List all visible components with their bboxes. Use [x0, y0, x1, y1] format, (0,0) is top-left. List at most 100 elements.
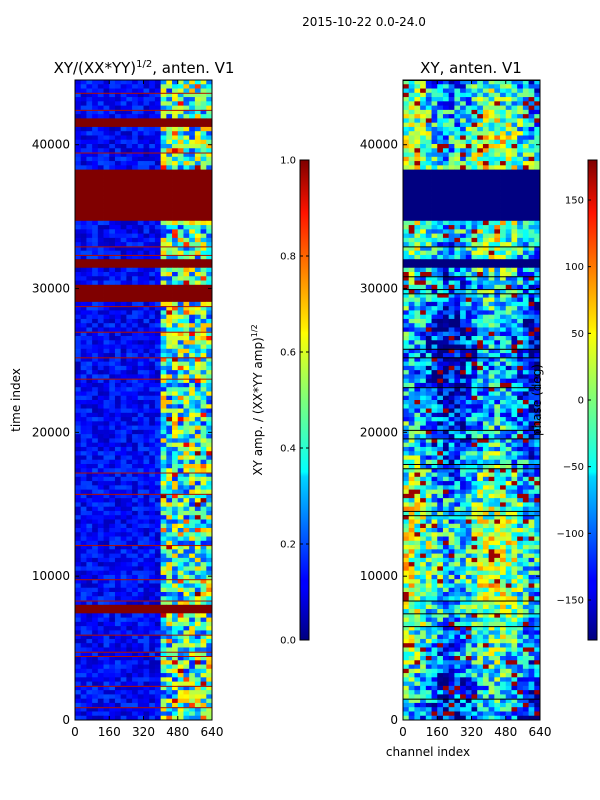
amplitude-cell	[154, 114, 162, 119]
phase-cell	[511, 242, 518, 247]
amplitude-cell	[126, 681, 133, 687]
amplitude-cell	[132, 301, 139, 307]
amplitude-cell	[166, 498, 173, 503]
phase-cell	[425, 84, 432, 89]
phase-cell	[494, 289, 501, 294]
amplitude-cell	[103, 353, 110, 358]
phase-cell	[437, 199, 444, 205]
amplitude-cell	[120, 506, 127, 512]
phase-cell	[425, 254, 432, 260]
amplitude-cell	[160, 664, 167, 670]
phase-cell	[534, 306, 540, 311]
phase-cell	[505, 80, 512, 85]
amplitude-cell	[97, 519, 104, 525]
phase-cell	[534, 297, 540, 303]
figure-suptitle: 2015-10-22 0.0-24.0	[302, 15, 426, 29]
amplitude-cell	[143, 237, 150, 243]
amplitude-cell	[160, 173, 167, 179]
amplitude-cell	[183, 199, 190, 205]
amplitude-cell	[183, 493, 190, 499]
amplitude-cell	[137, 131, 144, 136]
amplitude-cell	[120, 220, 127, 226]
amplitude-cell	[120, 225, 127, 230]
amplitude-cell	[137, 272, 144, 277]
phase-cell	[505, 259, 512, 264]
amplitude-cell	[172, 250, 179, 256]
amplitude-cell	[177, 135, 184, 141]
amplitude-cell	[166, 237, 173, 243]
amplitude-cell	[114, 498, 122, 503]
amplitude-cell	[75, 178, 82, 183]
amplitude-cell	[160, 118, 167, 124]
amplitude-cell	[137, 259, 144, 264]
amplitude-cell	[166, 421, 173, 426]
amplitude-cell	[92, 318, 99, 324]
amplitude-cell	[80, 434, 87, 439]
amplitude-cell	[177, 225, 184, 230]
amplitude-cell	[120, 97, 127, 102]
phase-cell	[460, 229, 467, 234]
amplitude-cell	[194, 178, 201, 183]
amplitude-cell	[92, 451, 99, 456]
amplitude-cell	[137, 280, 144, 286]
amplitude-cell	[126, 118, 133, 124]
amplitude-cell	[143, 515, 150, 520]
amplitude-cell	[206, 579, 212, 584]
amplitude-cell	[200, 694, 207, 700]
amplitude-cell	[80, 139, 87, 145]
phase-cell	[414, 156, 421, 162]
amplitude-cell	[120, 553, 127, 559]
phase-cell	[471, 301, 478, 307]
amplitude-cell	[194, 80, 201, 85]
amplitude-cell	[183, 135, 190, 141]
amplitude-cell	[80, 493, 87, 499]
amplitude-cell	[183, 225, 190, 230]
phase-cell	[517, 225, 524, 230]
phase-cell	[534, 225, 540, 230]
amplitude-cell	[149, 587, 156, 593]
amplitude-cell	[183, 220, 190, 226]
amplitude-cell	[103, 370, 110, 375]
amplitude-cell	[160, 476, 167, 482]
amplitude-cell	[92, 536, 99, 542]
amplitude-cell	[177, 88, 184, 94]
amplitude-cell	[194, 549, 201, 554]
amplitude-cell	[103, 711, 110, 717]
amplitude-cell	[132, 493, 139, 499]
amplitude-cell	[80, 310, 87, 316]
phase-cell	[408, 165, 415, 170]
amplitude-cell	[149, 190, 156, 196]
amplitude-cell	[86, 468, 93, 473]
amplitude-cell	[75, 195, 82, 200]
amplitude-cell	[206, 459, 212, 465]
amplitude-cell	[92, 681, 99, 687]
phase-cell	[420, 195, 427, 200]
phase-cell	[448, 190, 455, 196]
amplitude-cell	[149, 540, 156, 546]
amplitude-cell	[206, 498, 212, 503]
amplitude-cell	[137, 340, 144, 345]
phase-cell	[460, 199, 467, 205]
phase-cell	[460, 190, 467, 196]
phase-cell	[522, 233, 529, 239]
amplitude-cell	[92, 532, 99, 537]
amplitude-cell	[92, 583, 99, 589]
phase-cell	[528, 114, 535, 119]
amplitude-cell	[132, 169, 139, 175]
amplitude-cell	[103, 685, 110, 691]
amplitude-cell	[132, 122, 139, 128]
amplitude-cell	[92, 267, 99, 273]
phase-cell	[528, 173, 535, 179]
phase-cell	[511, 195, 518, 200]
phase-cell	[442, 122, 450, 128]
amplitude-cell	[132, 92, 139, 98]
amplitude-cell	[97, 272, 104, 277]
amplitude-cell	[75, 101, 82, 106]
amplitude-cell	[177, 715, 184, 720]
amplitude-cell	[97, 199, 104, 205]
amplitude-cell	[114, 318, 122, 324]
phase-cell	[425, 186, 432, 192]
amplitude-cell	[126, 203, 133, 209]
amplitude-cell	[137, 314, 144, 320]
phase-cell	[500, 156, 507, 162]
